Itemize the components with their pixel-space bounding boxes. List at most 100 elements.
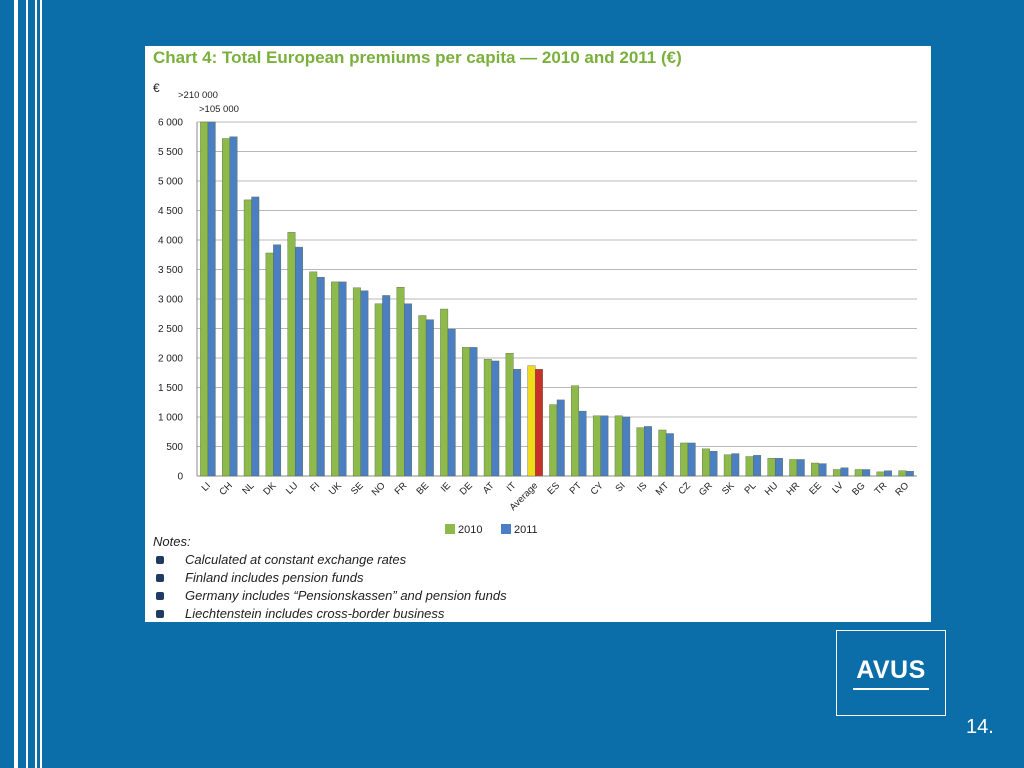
bar-2011-LI (207, 121, 216, 477)
y-tick-label: 5 000 (158, 177, 183, 188)
legend-label-2010: 2010 (458, 524, 482, 536)
x-tick-label: EE (807, 480, 824, 497)
decorative-vertical-line (40, 0, 42, 768)
bar-2010-HU (767, 458, 776, 477)
x-tick-label: BG (850, 480, 867, 497)
notes-heading: Notes: (153, 534, 191, 549)
y-tick-label: 1 000 (158, 413, 183, 424)
y-tick-label: 3 500 (158, 265, 183, 276)
bar-2011-NL (251, 196, 260, 477)
logo-text: AVUS (856, 656, 926, 684)
bar-2011-SI (622, 416, 631, 477)
bar-2011-CY (600, 415, 609, 477)
bar-2010-IS (636, 427, 645, 477)
x-tick-label: HU (763, 480, 781, 498)
notes-section: Notes: Calculated at constant exchange r… (153, 533, 507, 623)
bullet-icon (156, 574, 164, 582)
bar-2010-GR (702, 448, 710, 477)
bullet-icon (156, 610, 164, 618)
bar-2011-DE (469, 347, 478, 477)
bar-2010-SK (723, 454, 732, 477)
bar-2010-HR (789, 459, 798, 477)
bullet-icon (156, 556, 164, 564)
note-item: Germany includes “Pensionskassen” and pe… (153, 587, 507, 605)
bar-2010-SI (614, 415, 623, 477)
bar-2011-MT (665, 433, 674, 477)
x-tick-label: IS (635, 480, 649, 494)
annotation-label: >105 000 (199, 104, 239, 115)
chart-panel: Chart 4: Total European premiums per cap… (145, 46, 931, 622)
y-tick-label: 2 000 (158, 354, 183, 365)
bar-2010-ES (549, 404, 558, 477)
x-tick-label: DE (458, 480, 475, 497)
bar-2011-IT (513, 369, 522, 477)
bar-2010-TR (876, 471, 885, 477)
x-tick-label: HR (785, 480, 803, 498)
avus-logo: AVUS (836, 630, 946, 716)
x-tick-label: FR (393, 480, 410, 497)
x-tick-label: NL (240, 480, 256, 496)
note-text: Calculated at constant exchange rates (185, 552, 407, 567)
x-tick-label: GR (697, 480, 715, 498)
x-tick-label: LV (830, 480, 846, 496)
bar-2011-PT (578, 410, 587, 477)
bar-2011-TR (884, 470, 892, 477)
bar-2011-LV (840, 467, 849, 477)
note-text: Liechtenstein includes cross-border busi… (185, 606, 445, 621)
bullet-icon (156, 592, 164, 600)
chart-title: Chart 4: Total European premiums per cap… (153, 48, 682, 67)
bar-2010-BE (418, 315, 427, 477)
x-tick-label: PL (742, 480, 758, 496)
bar-2011-CZ (687, 442, 696, 477)
bar-2011-HR (796, 459, 805, 477)
logo-underline (853, 688, 929, 690)
bar-2011-HU (774, 458, 783, 477)
bar-2010-PL (745, 456, 754, 477)
legend-label-2011: 2011 (514, 524, 538, 536)
x-tick-label: IE (439, 480, 453, 494)
x-tick-label: NO (370, 480, 388, 498)
legend-swatch-2010 (445, 524, 455, 534)
note-text: Finland includes pension funds (185, 570, 364, 585)
x-tick-label: ES (545, 480, 562, 497)
x-tick-label: SK (720, 480, 737, 497)
x-tick-label: IT (505, 480, 519, 494)
bar-2010-CZ (680, 442, 689, 477)
bar-2010-MT (658, 429, 667, 477)
bar-2011-SE (360, 290, 369, 477)
bar-2011-Average (534, 369, 543, 477)
x-tick-label: FI (308, 480, 322, 494)
bar-2011-ES (556, 399, 565, 477)
y-tick-label: 500 (166, 442, 183, 453)
bar-2011-FI (316, 276, 325, 477)
bar-2011-AT (491, 360, 500, 477)
y-tick-label: 1 500 (158, 383, 183, 394)
bar-2011-BE (425, 319, 434, 477)
bar-2010-SE (352, 287, 361, 477)
y-tick-label: 3 000 (158, 295, 183, 306)
x-tick-label: UK (327, 480, 345, 498)
bar-2010-FI (309, 271, 318, 477)
bar-chart: 0 500 1 000 1 500 2 000 2 500 3 000 3 500 4 000 4… (153, 81, 917, 536)
x-tick-label: SE (349, 480, 366, 497)
bar-2011-LU (294, 246, 303, 477)
x-tick-label: CZ (676, 480, 693, 497)
y-tick-label: 2 500 (158, 324, 183, 335)
bar-2010-Average (527, 365, 536, 477)
y-axis-label: € (153, 81, 160, 95)
bar-2010-IT (505, 353, 514, 477)
x-tick-label: CY (589, 480, 607, 498)
bar-2011-PL (753, 455, 762, 477)
bar-2011-UK (338, 281, 347, 477)
y-tick-label: 5 500 (158, 147, 183, 158)
bar-2011-IE (447, 328, 456, 477)
bar-2011-BG (862, 469, 871, 477)
decorative-vertical-line (35, 0, 37, 768)
bar-2010-LI (200, 121, 209, 477)
x-tick-label: LI (200, 480, 213, 493)
x-tick-label: PT (568, 480, 585, 497)
note-text: Germany includes “Pensionskassen” and pe… (185, 588, 507, 603)
x-tick-label: SI (613, 480, 627, 494)
bar-2010-DK (265, 252, 274, 477)
bar-2011-RO (905, 471, 914, 477)
